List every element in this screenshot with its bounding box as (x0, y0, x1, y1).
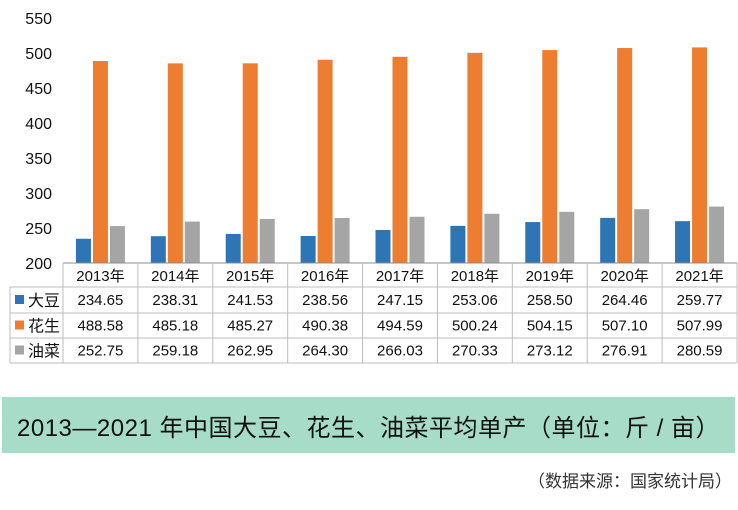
source-note: （数据来源：国家统计局） (528, 472, 732, 492)
data-label: 238.31 (152, 292, 198, 309)
data-label: 264.46 (602, 292, 648, 309)
data-label: 488.58 (77, 318, 123, 335)
bar-3 (634, 209, 650, 263)
data-label: 247.15 (377, 292, 423, 309)
x-tick-label: 2016年 (301, 268, 349, 285)
bar-3 (109, 226, 125, 263)
data-label: 485.27 (227, 318, 273, 335)
data-label: 258.50 (527, 292, 573, 309)
bar-3 (259, 218, 275, 263)
data-label: 500.24 (452, 318, 498, 335)
bar-2 (542, 50, 558, 263)
legend-swatch (15, 295, 24, 304)
bar-chart: 200 250 300 350 400 450 500 550 2013年 2014年 2015年 2… (9, 11, 738, 364)
bar-1 (450, 225, 466, 263)
legend-swatch (15, 345, 24, 355)
bar-3 (334, 217, 350, 263)
x-tick-label: 2020年 (600, 268, 648, 285)
y-tick-label: 250 (25, 221, 52, 238)
data-label: 270.33 (452, 343, 498, 360)
bar-1 (675, 221, 691, 263)
y-tick-label: 400 (25, 116, 52, 133)
x-tick-label: 2017年 (376, 268, 424, 285)
bar-2 (392, 56, 408, 263)
bar-1 (75, 238, 91, 263)
legend-label: 花生 (28, 317, 60, 336)
legend-label: 油菜 (28, 342, 60, 361)
data-label: 507.10 (602, 318, 648, 335)
data-label: 253.06 (452, 292, 498, 309)
data-label: 234.65 (77, 292, 123, 309)
bar-2 (167, 63, 183, 264)
bar-1 (300, 236, 316, 263)
x-tick-label: 2014年 (151, 268, 199, 285)
bar-3 (409, 216, 425, 263)
data-label: 262.95 (227, 343, 273, 360)
caption-band: 2013—2021 年中国大豆、花生、油菜平均单产（单位：斤 / 亩） (2, 397, 735, 453)
data-label: 259.77 (677, 292, 723, 309)
bar-3 (709, 206, 725, 263)
y-tick-label: 500 (25, 46, 52, 63)
data-label: 490.38 (302, 318, 348, 335)
bar-3 (559, 211, 575, 263)
bar-2 (467, 52, 483, 263)
data-label: 266.03 (377, 343, 423, 360)
x-tick-label: 2013年 (76, 268, 124, 285)
bar-3 (184, 221, 200, 263)
x-tick-label: 2021年 (675, 268, 723, 285)
bar-1 (600, 217, 616, 263)
legend-label: 大豆 (28, 291, 60, 310)
data-label: 494.59 (377, 318, 423, 335)
data-label: 507.99 (677, 318, 723, 335)
data-label: 504.15 (527, 318, 573, 335)
bar-1 (225, 233, 241, 263)
y-tick-label: 300 (25, 186, 52, 203)
y-tick-label: 450 (25, 81, 52, 98)
bar-2 (242, 63, 258, 263)
legend-swatch (15, 320, 24, 330)
bar-2 (617, 48, 633, 263)
data-label: 264.30 (302, 343, 348, 360)
data-label: 280.59 (677, 343, 723, 360)
data-label: 276.91 (602, 343, 648, 360)
data-label: 273.12 (527, 343, 573, 360)
chart-caption: 2013—2021 年中国大豆、花生、油菜平均单产（单位：斤 / 亩） (17, 414, 720, 442)
bar-1 (525, 222, 541, 263)
y-tick-label: 550 (25, 11, 52, 28)
data-label: 485.18 (152, 318, 198, 335)
bar-2 (317, 59, 333, 263)
data-label: 241.53 (227, 292, 273, 309)
y-tick-label: 350 (25, 151, 52, 168)
y-tick-label: 200 (25, 256, 52, 273)
bar-2 (92, 60, 108, 263)
bar-2 (692, 47, 708, 264)
bar-1 (375, 229, 391, 263)
bar-3 (484, 213, 500, 263)
data-label: 238.56 (302, 292, 348, 309)
bar-1 (150, 236, 166, 263)
x-tick-label: 2019年 (526, 268, 574, 285)
data-label: 252.75 (77, 343, 123, 360)
data-label: 259.18 (152, 343, 198, 360)
x-tick-label: 2018年 (451, 268, 499, 285)
x-tick-label: 2015年 (226, 268, 274, 285)
